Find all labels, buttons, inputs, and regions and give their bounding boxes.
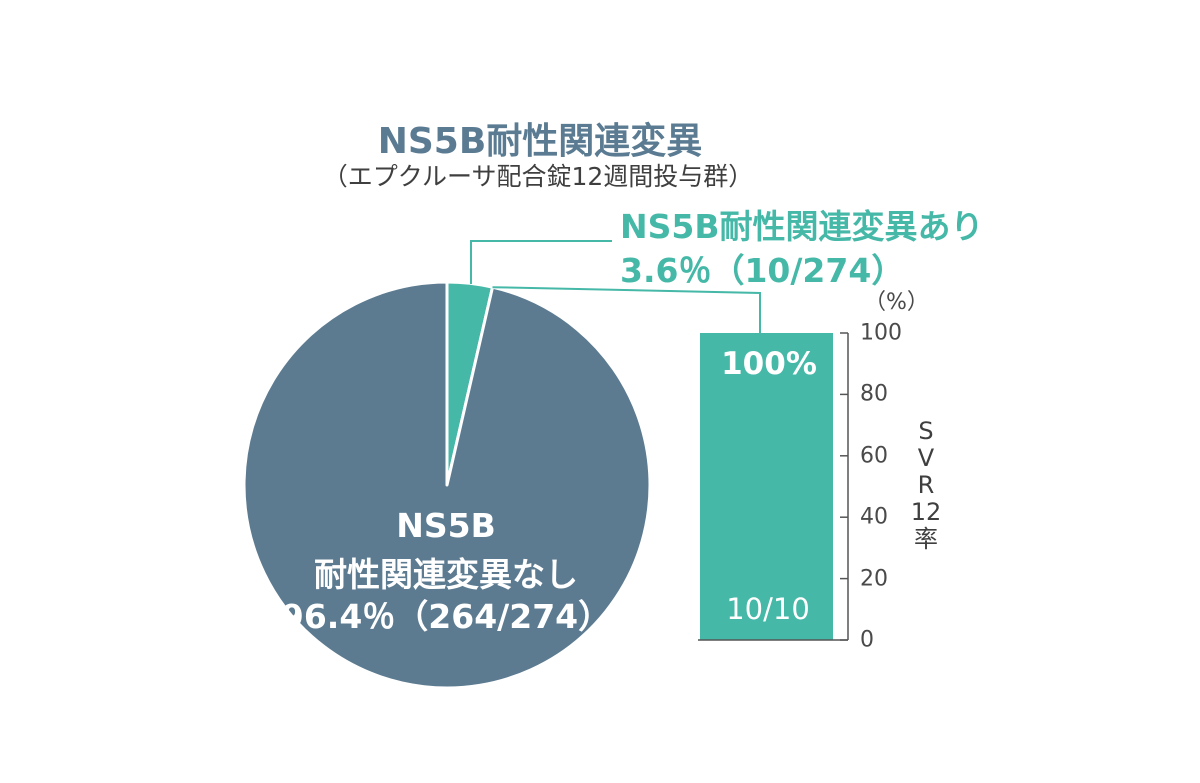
- slice-percent-without-mutation: 96.4％（264/274）: [280, 597, 612, 636]
- y-tick-label-40: 40: [860, 504, 888, 530]
- bar-svr12: [700, 333, 833, 640]
- slice-label-without-mutation-line2: 耐性関連変異なし: [314, 555, 578, 594]
- y-axis-label-char: 率: [914, 525, 938, 553]
- y-axis-label-char: 12: [910, 498, 942, 526]
- y-axis-label-char: R: [917, 471, 935, 499]
- y-axis-label-char: S: [918, 417, 934, 445]
- y-tick-label-100: 100: [860, 320, 902, 346]
- y-axis-unit: （%）: [864, 290, 929, 315]
- chart-title: NS5B耐性関連変異: [377, 121, 703, 162]
- slice-percent-with-mutation: 3.6％（10/274）: [620, 251, 905, 290]
- callout-line-label: [470, 240, 612, 284]
- slice-label-without-mutation-line1: NS5B: [396, 506, 496, 545]
- callout-line-bar: [492, 286, 761, 335]
- slice-label-with-mutation: NS5B耐性関連変異あり: [620, 207, 984, 246]
- y-tick-label-20: 20: [860, 566, 888, 592]
- pie-slice-without-mutation: [242, 280, 652, 690]
- y-tick-label-0: 0: [860, 627, 874, 653]
- y-axis-label-char: V: [917, 444, 935, 472]
- bar-value-label: 100%: [721, 346, 817, 382]
- y-tick-label-60: 60: [860, 443, 888, 469]
- bar-count-label: 10/10: [726, 592, 810, 626]
- y-tick-label-80: 80: [860, 381, 888, 407]
- y-axis-label: S V R 12 率: [908, 418, 944, 553]
- chart-subtitle: （エプクルーサ配合錠12週間投与群）: [322, 162, 754, 191]
